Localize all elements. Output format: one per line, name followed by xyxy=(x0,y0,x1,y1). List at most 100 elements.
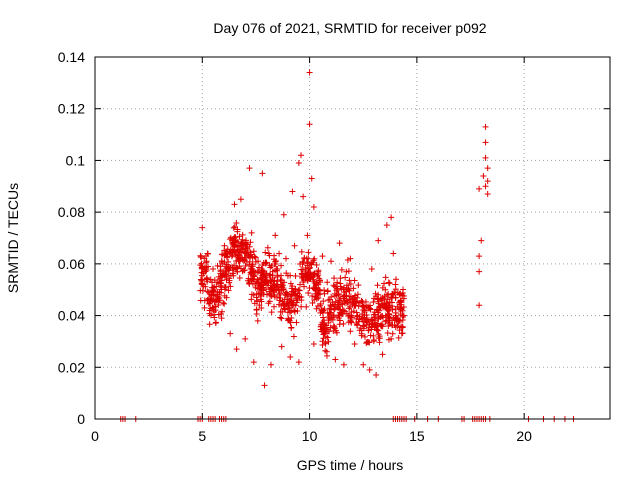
data-point xyxy=(282,306,289,313)
data-point xyxy=(265,280,272,287)
data-point xyxy=(218,259,225,266)
data-point xyxy=(342,274,349,281)
data-point xyxy=(311,296,318,303)
data-point xyxy=(308,175,315,182)
y-tick-label: 0.06 xyxy=(58,256,85,272)
data-point xyxy=(248,270,255,277)
data-point xyxy=(225,258,232,265)
data-point xyxy=(288,308,295,315)
data-point xyxy=(399,330,406,337)
data-point xyxy=(278,287,285,294)
data-point xyxy=(327,301,334,308)
data-point xyxy=(239,256,246,263)
data-point xyxy=(310,257,317,264)
data-point xyxy=(237,257,244,264)
data-point xyxy=(224,254,231,261)
data-point xyxy=(309,292,316,299)
data-point xyxy=(229,265,236,272)
data-point xyxy=(340,284,347,291)
data-point xyxy=(382,303,389,310)
data-point xyxy=(267,271,274,278)
data-point xyxy=(347,281,354,288)
data-point xyxy=(328,258,335,265)
data-point xyxy=(202,283,209,290)
y-tick-label: 0.12 xyxy=(58,101,85,117)
data-point xyxy=(337,317,344,324)
data-point xyxy=(217,279,224,286)
data-point xyxy=(231,223,238,230)
data-point xyxy=(254,317,261,324)
data-point xyxy=(234,246,241,253)
data-point xyxy=(303,303,310,310)
data-point xyxy=(297,281,304,288)
data-point xyxy=(231,243,238,250)
y-tick-label: 0.02 xyxy=(58,359,85,375)
data-point xyxy=(278,302,285,309)
data-point xyxy=(251,300,258,307)
data-point xyxy=(242,244,249,251)
data-point xyxy=(291,307,298,314)
data-point xyxy=(274,266,281,273)
data-point xyxy=(255,291,262,298)
data-point xyxy=(198,260,205,267)
data-point xyxy=(277,308,284,315)
data-point xyxy=(313,305,320,312)
data-point xyxy=(269,274,276,281)
data-point xyxy=(393,315,400,322)
data-point xyxy=(236,274,243,281)
data-point xyxy=(209,304,216,311)
data-point xyxy=(310,203,317,210)
data-point xyxy=(221,300,228,307)
data-point xyxy=(287,280,294,287)
data-point xyxy=(306,284,313,291)
data-point xyxy=(379,284,386,291)
data-point xyxy=(259,262,266,269)
data-point xyxy=(308,261,315,268)
data-point xyxy=(248,263,255,270)
data-point xyxy=(375,237,382,244)
data-point xyxy=(266,290,273,297)
data-point xyxy=(237,196,244,203)
data-point xyxy=(285,317,292,324)
data-point xyxy=(257,296,264,303)
data-point xyxy=(300,193,307,200)
data-point xyxy=(243,258,250,265)
data-point xyxy=(331,290,338,297)
data-point xyxy=(346,287,353,294)
data-point xyxy=(232,237,239,244)
data-point xyxy=(258,305,265,312)
data-point xyxy=(309,300,316,307)
data-point xyxy=(223,248,230,255)
data-point xyxy=(253,306,260,313)
data-point xyxy=(227,283,234,290)
data-point xyxy=(374,306,381,313)
data-point xyxy=(398,324,405,331)
data-point xyxy=(304,275,311,282)
data-point xyxy=(214,262,221,269)
data-point xyxy=(350,308,357,315)
data-point xyxy=(391,322,398,329)
data-point xyxy=(361,308,368,315)
data-point xyxy=(288,325,295,332)
data-point xyxy=(377,304,384,311)
data-point xyxy=(246,165,253,172)
data-point xyxy=(370,338,377,345)
data-point xyxy=(207,312,214,319)
data-point xyxy=(288,314,295,321)
data-point xyxy=(400,295,407,302)
data-point xyxy=(375,300,382,307)
data-point xyxy=(389,306,396,313)
data-point xyxy=(338,266,345,273)
data-point xyxy=(239,248,246,255)
data-point xyxy=(280,211,287,218)
data-point xyxy=(268,309,275,316)
data-point xyxy=(211,283,218,290)
data-point xyxy=(347,255,354,262)
data-point xyxy=(337,280,344,287)
data-point xyxy=(300,276,307,283)
data-point xyxy=(482,154,489,161)
data-point xyxy=(330,312,337,319)
data-point xyxy=(345,268,352,275)
data-point xyxy=(392,309,399,316)
data-point xyxy=(478,237,485,244)
